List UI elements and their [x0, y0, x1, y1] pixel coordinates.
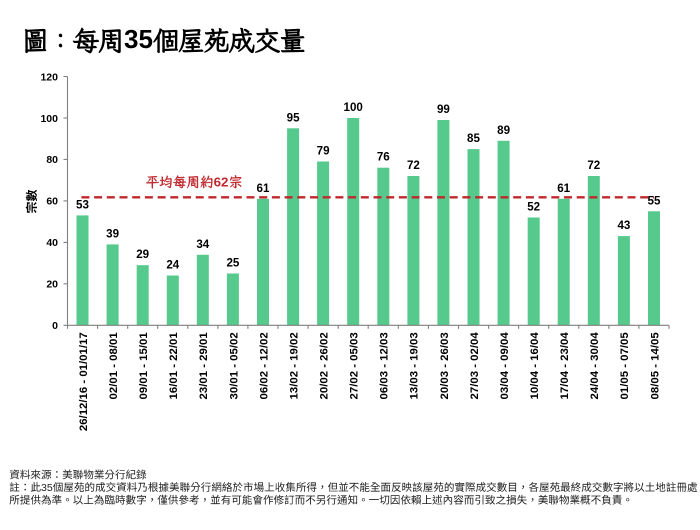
svg-text:06/03 - 12/03: 06/03 - 12/03 [379, 332, 391, 399]
svg-text:24: 24 [166, 259, 179, 272]
svg-text:95: 95 [287, 111, 300, 124]
svg-text:20/03 - 26/03: 20/03 - 26/03 [439, 332, 451, 399]
svg-text:25: 25 [226, 257, 239, 270]
svg-text:72: 72 [407, 159, 420, 172]
svg-text:55: 55 [648, 194, 661, 207]
svg-text:09/01 - 15/01: 09/01 - 15/01 [138, 332, 150, 400]
svg-text:27/02 - 05/03: 27/02 - 05/03 [349, 332, 361, 399]
svg-text:79: 79 [317, 145, 330, 158]
svg-text:27/03 - 02/04: 27/03 - 02/04 [469, 332, 481, 400]
svg-text:29: 29 [136, 248, 149, 261]
svg-text:13/03 - 19/03: 13/03 - 19/03 [409, 332, 421, 399]
svg-text:43: 43 [617, 219, 630, 232]
svg-text:35: 35 [124, 24, 153, 54]
svg-text:61: 61 [557, 182, 570, 195]
svg-text:0: 0 [52, 320, 58, 332]
svg-text:06/02 - 12/02: 06/02 - 12/02 [258, 332, 270, 399]
svg-text:100: 100 [344, 101, 363, 114]
svg-text:23/01 - 29/01: 23/01 - 29/01 [198, 332, 210, 400]
svg-text:30/01 - 05/02: 30/01 - 05/02 [228, 332, 240, 399]
svg-text:20: 20 [46, 279, 58, 291]
svg-text:61: 61 [257, 182, 270, 195]
svg-text:35: 35 [41, 482, 53, 494]
svg-text:01/05 - 07/05: 01/05 - 07/05 [619, 332, 631, 400]
svg-text:89: 89 [497, 124, 510, 137]
svg-text:76: 76 [377, 151, 390, 164]
svg-text:34: 34 [196, 238, 209, 251]
svg-text:100: 100 [40, 113, 58, 125]
svg-text:39: 39 [106, 227, 119, 240]
svg-text:99: 99 [437, 103, 450, 116]
svg-text:13/02 - 19/02: 13/02 - 19/02 [288, 332, 300, 399]
svg-text:20/02 - 26/02: 20/02 - 26/02 [318, 332, 330, 399]
svg-text:62: 62 [214, 174, 229, 189]
svg-text:52: 52 [527, 201, 540, 214]
svg-text:24/04 - 30/04: 24/04 - 30/04 [589, 332, 601, 400]
svg-text:26/12/16 - 01/01/17: 26/12/16 - 01/01/17 [78, 332, 90, 431]
svg-text:53: 53 [76, 198, 89, 211]
svg-text:72: 72 [587, 159, 600, 172]
svg-text:10/04 - 16/04: 10/04 - 16/04 [529, 332, 541, 400]
svg-text:17/04 - 23/04: 17/04 - 23/04 [559, 332, 571, 400]
svg-text:40: 40 [46, 237, 58, 249]
svg-text:16/01 - 22/01: 16/01 - 22/01 [168, 332, 180, 400]
svg-text:02/01 - 08/01: 02/01 - 08/01 [108, 332, 120, 400]
svg-text:03/04 - 09/04: 03/04 - 09/04 [499, 332, 511, 400]
svg-text:08/05 - 14/05: 08/05 - 14/05 [649, 332, 661, 400]
svg-text:120: 120 [40, 71, 58, 83]
svg-text:80: 80 [46, 154, 58, 166]
svg-text:60: 60 [46, 196, 58, 208]
svg-text:85: 85 [467, 132, 480, 145]
